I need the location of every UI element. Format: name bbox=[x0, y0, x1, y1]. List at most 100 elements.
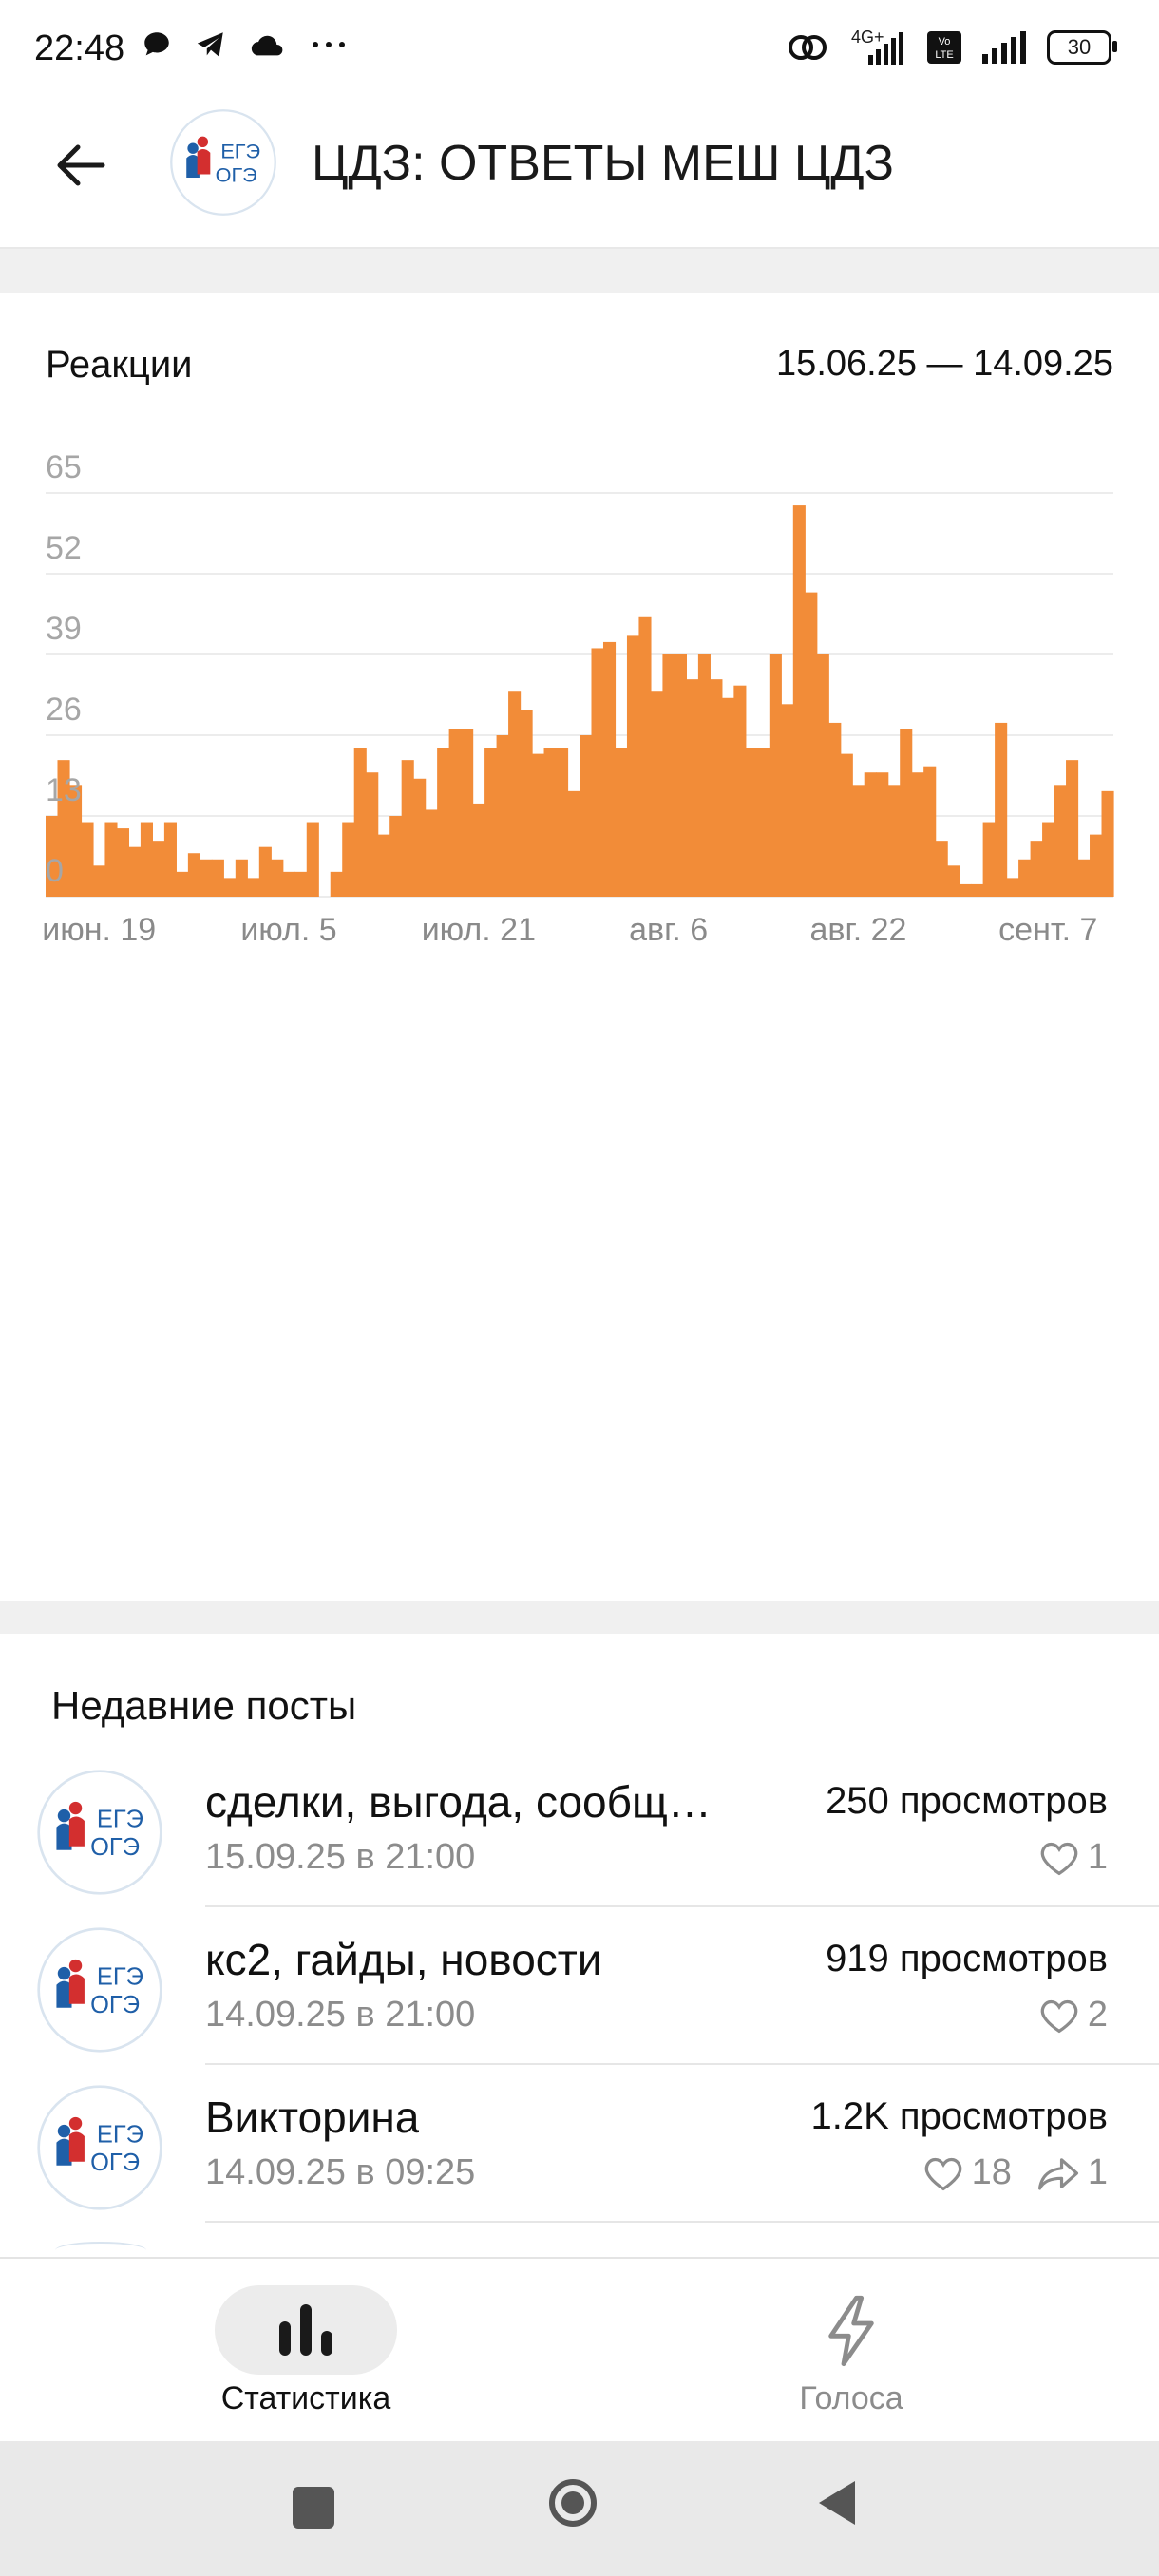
chart-bar[interactable] bbox=[104, 822, 118, 897]
chart-bar[interactable] bbox=[152, 841, 165, 897]
chart-bar[interactable] bbox=[638, 616, 652, 897]
nav-item-votes[interactable]: Голоса bbox=[661, 2259, 1041, 2443]
chart-bar[interactable] bbox=[461, 729, 474, 897]
chart-bar[interactable] bbox=[697, 654, 711, 897]
chart-bar[interactable] bbox=[330, 871, 343, 897]
chart-bar[interactable] bbox=[828, 722, 842, 897]
chart-bar[interactable] bbox=[769, 654, 782, 897]
chart-bar[interactable] bbox=[745, 748, 758, 897]
chart-bar[interactable] bbox=[567, 790, 580, 897]
post-item[interactable]: ЕГЭ ОГЭ сделки, выгода, сообщ… 250 просмо… bbox=[0, 1750, 1159, 1907]
chart-bar[interactable] bbox=[662, 654, 675, 897]
chart-bar[interactable] bbox=[1077, 859, 1091, 897]
chart-bar[interactable] bbox=[1018, 859, 1032, 897]
chart-bar[interactable] bbox=[425, 809, 438, 897]
chart-bar[interactable] bbox=[923, 766, 937, 897]
chart-bar[interactable] bbox=[1030, 841, 1043, 897]
chart-bar[interactable] bbox=[1101, 790, 1114, 897]
chart-bar[interactable] bbox=[46, 816, 59, 897]
chart-bar[interactable] bbox=[532, 753, 545, 897]
chart-bar[interactable] bbox=[448, 729, 462, 897]
chart-bar[interactable] bbox=[1066, 760, 1079, 897]
chart-bar[interactable] bbox=[733, 685, 747, 897]
chart-bar[interactable] bbox=[1006, 878, 1019, 897]
chart-bar[interactable] bbox=[247, 878, 260, 897]
chart-bar[interactable] bbox=[591, 648, 604, 897]
chart-bar[interactable] bbox=[377, 834, 390, 897]
reactions-chart[interactable]: 0 13 26 39 52 65 июн. 19 июл. 5 июл. 21 авг. 6 авг… bbox=[0, 418, 1159, 1368]
chart-bar[interactable] bbox=[520, 710, 533, 897]
post-item[interactable]: ЕГЭ ОГЭ кс2, гайды, новости 919 просмотро… bbox=[0, 1907, 1159, 2065]
chart-bar[interactable] bbox=[92, 865, 106, 897]
chart-bar[interactable] bbox=[472, 803, 485, 897]
chart-bar[interactable] bbox=[959, 883, 972, 897]
chart-bar[interactable] bbox=[900, 729, 913, 897]
chart-bar[interactable] bbox=[995, 722, 1008, 897]
chart-bar[interactable] bbox=[602, 641, 617, 897]
chart-bar[interactable] bbox=[235, 859, 248, 897]
back-arrow-icon[interactable] bbox=[51, 137, 108, 194]
chart-bar[interactable] bbox=[282, 871, 295, 897]
chart-bar[interactable] bbox=[271, 859, 284, 897]
chart-bar[interactable] bbox=[721, 697, 734, 897]
chart-bar[interactable] bbox=[876, 772, 889, 897]
chart-bar[interactable] bbox=[390, 816, 403, 897]
chart-bar[interactable] bbox=[650, 691, 664, 897]
chart-bar[interactable] bbox=[200, 859, 213, 897]
chart-bar[interactable] bbox=[413, 778, 427, 897]
chart-bar[interactable] bbox=[306, 822, 319, 897]
chart-bar[interactable] bbox=[935, 841, 948, 897]
chart-bar[interactable] bbox=[57, 760, 70, 897]
nav-item-statistics[interactable]: Статистика bbox=[122, 2259, 502, 2443]
chart-bar[interactable] bbox=[686, 679, 699, 897]
chart-bar[interactable] bbox=[556, 748, 569, 897]
chart-bar[interactable] bbox=[1042, 822, 1055, 897]
chart-bar[interactable] bbox=[401, 760, 414, 897]
chart-bar[interactable] bbox=[710, 679, 723, 897]
post-item[interactable]: ЕГЭ ОГЭ Викторина 1.2K просмотров 14.09.2… bbox=[0, 2065, 1159, 2223]
chart-bar[interactable] bbox=[223, 878, 237, 897]
chart-bar[interactable] bbox=[781, 704, 794, 897]
chart-bar[interactable] bbox=[840, 753, 853, 897]
chart-bar[interactable] bbox=[128, 846, 142, 897]
chart-bar[interactable] bbox=[864, 772, 877, 897]
chart-bar[interactable] bbox=[757, 748, 770, 897]
chart-bar[interactable] bbox=[211, 859, 224, 897]
chart-bar[interactable] bbox=[1090, 834, 1103, 897]
chart-bar[interactable] bbox=[342, 822, 355, 897]
chart-bar[interactable] bbox=[792, 505, 806, 897]
chart-bar[interactable] bbox=[626, 635, 640, 897]
chart-bar[interactable] bbox=[982, 822, 996, 897]
date-range[interactable]: 15.06.25 — 14.09.25 bbox=[776, 344, 1113, 384]
chart-bar[interactable] bbox=[674, 654, 687, 897]
chart-bar[interactable] bbox=[366, 772, 379, 897]
chart-bar[interactable] bbox=[176, 871, 189, 897]
chart-bar[interactable] bbox=[187, 853, 200, 897]
chart-bar[interactable] bbox=[887, 785, 901, 897]
chart-bar[interactable] bbox=[852, 785, 865, 897]
chart-bar[interactable] bbox=[68, 785, 83, 897]
chart-bar[interactable] bbox=[911, 772, 924, 897]
chart-bar[interactable] bbox=[437, 748, 450, 897]
chart-bar[interactable] bbox=[496, 735, 509, 897]
chart-bar[interactable] bbox=[1054, 785, 1067, 897]
chart-bar[interactable] bbox=[971, 883, 984, 897]
chart-bar[interactable] bbox=[353, 748, 367, 897]
chart-bar[interactable] bbox=[580, 735, 593, 897]
chart-bar[interactable] bbox=[508, 691, 522, 897]
chart-bar[interactable] bbox=[81, 822, 94, 897]
chart-bar[interactable] bbox=[543, 748, 557, 897]
chart-bar[interactable] bbox=[615, 748, 628, 897]
chart-bar[interactable] bbox=[294, 871, 308, 897]
home-button[interactable] bbox=[549, 2479, 597, 2527]
chart-bar[interactable] bbox=[116, 828, 130, 897]
chart-bar[interactable] bbox=[258, 846, 272, 897]
channel-avatar[interactable]: ЕГЭ ОГЭ bbox=[169, 108, 277, 217]
system-back-icon[interactable] bbox=[815, 2477, 859, 2529]
recents-button[interactable] bbox=[293, 2487, 334, 2529]
chart-bar[interactable] bbox=[140, 822, 153, 897]
chart-bar[interactable] bbox=[163, 822, 177, 897]
chart-bar[interactable] bbox=[816, 654, 829, 897]
chart-bar[interactable] bbox=[484, 748, 498, 897]
chart-bar[interactable] bbox=[947, 865, 960, 897]
